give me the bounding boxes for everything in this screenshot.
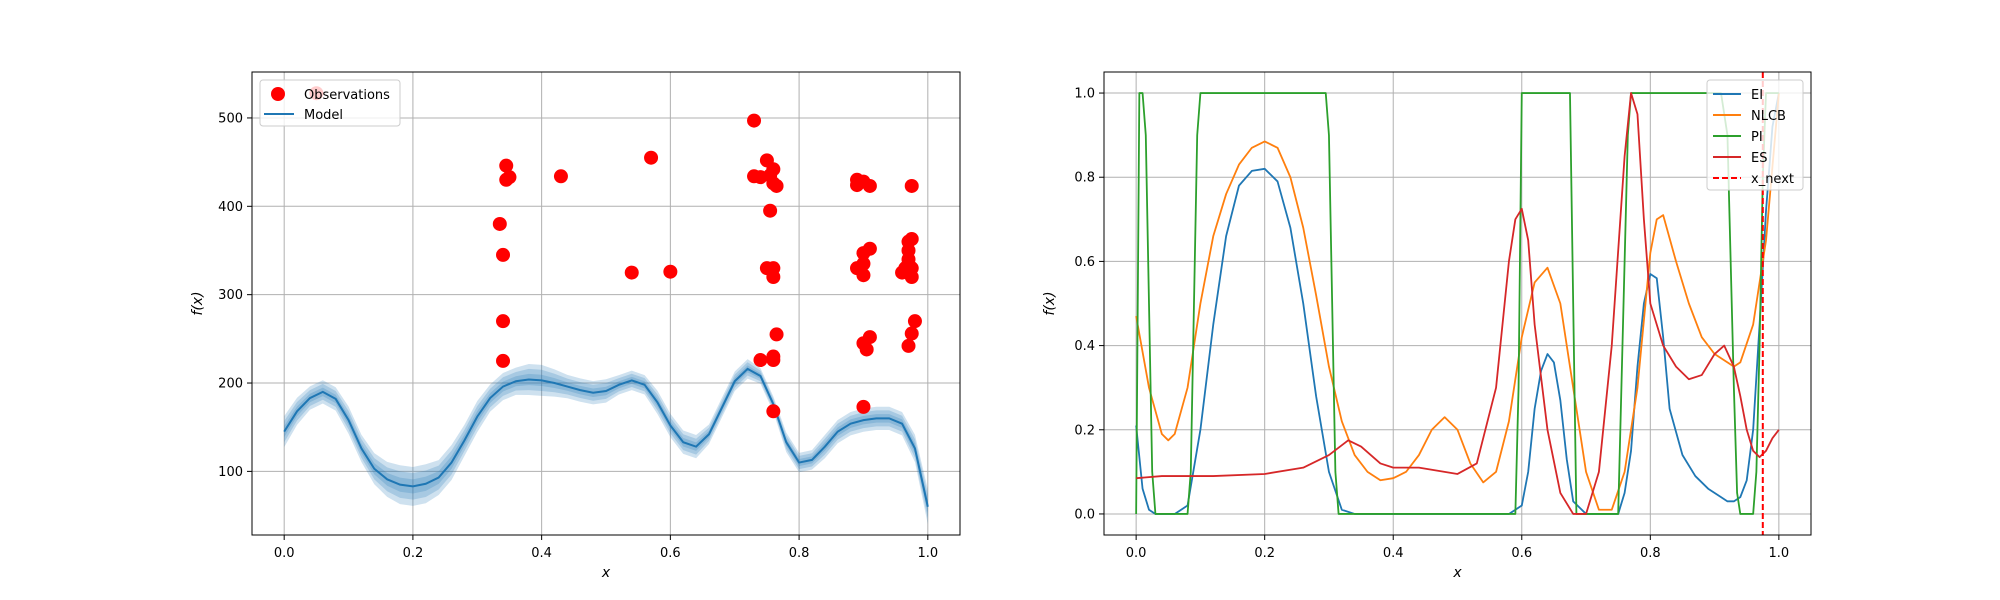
left-ytick-label: 500 xyxy=(218,111,243,126)
right-xtick-label: 0.8 xyxy=(1640,546,1661,561)
observation-point xyxy=(766,269,781,284)
right-xtick-label: 0.6 xyxy=(1511,546,1532,561)
left-chart: 0.0 0.2 0.4 0.6 0.8 1.0 100 200 300 400 500 x f(x)… xyxy=(190,71,961,581)
observation-point xyxy=(553,169,568,184)
right-ytick-label: 0.8 xyxy=(1074,171,1095,186)
observation-point xyxy=(766,404,781,419)
left-xtick-label: 0.0 xyxy=(274,546,295,561)
observation-point xyxy=(663,264,678,279)
legend-ei-label: EI xyxy=(1751,88,1763,103)
observation-point xyxy=(769,327,784,342)
left-xlabel: x xyxy=(601,565,611,581)
legend-pi-label: PI xyxy=(1751,130,1763,145)
legend-model-label: Model xyxy=(304,108,343,123)
observation-point xyxy=(763,203,778,218)
legend-observations-marker xyxy=(271,87,285,101)
right-ylabel: f(x) xyxy=(1042,291,1058,315)
legend-nlcb-label: NLCB xyxy=(1751,109,1786,124)
model-confidence-band-2 xyxy=(284,362,928,519)
observation-point xyxy=(862,330,877,345)
right-xtick-label: 0.0 xyxy=(1126,546,1147,561)
observation-point xyxy=(907,314,922,329)
left-plot-content xyxy=(283,86,929,525)
right-ytick-label: 0.4 xyxy=(1074,339,1095,354)
right-xlabel: x xyxy=(1452,565,1462,581)
left-ytick-label: 400 xyxy=(218,200,243,215)
right-xtick-label: 1.0 xyxy=(1769,546,1790,561)
right-axes-frame xyxy=(1103,71,1812,536)
left-xtick-label: 0.6 xyxy=(660,546,681,561)
observation-point xyxy=(502,170,517,185)
observation-point xyxy=(747,113,762,128)
right-legend-box xyxy=(1706,79,1804,191)
observation-point xyxy=(766,353,781,368)
observation-point xyxy=(496,314,511,329)
observation-point xyxy=(901,338,916,353)
right-axes: 0.0 0.2 0.4 0.6 0.8 1.0 0.0 0.2 0.4 0.6 0.8 1.0 xyxy=(1074,71,1812,561)
left-axes: 0.0 0.2 0.4 0.6 0.8 1.0 100 200 300 400 500 xyxy=(218,71,961,561)
right-ytick-label: 0.2 xyxy=(1074,423,1095,438)
observation-point xyxy=(904,178,919,193)
observation-point xyxy=(862,241,877,256)
observation-point xyxy=(753,353,768,368)
model-confidence-band-3 xyxy=(284,365,928,514)
model-line xyxy=(283,367,929,507)
observation-point xyxy=(766,162,781,177)
observation-point xyxy=(624,265,639,280)
right-ytick-label: 0.0 xyxy=(1074,507,1095,522)
acq-es-line xyxy=(1136,92,1780,515)
legend-xnext-label: x_next xyxy=(1751,172,1794,187)
observation-point xyxy=(856,399,871,414)
right-legend: EI NLCB PI ES x_next xyxy=(1706,79,1804,191)
observation-point xyxy=(904,269,919,284)
observation-point xyxy=(499,158,514,173)
right-chart: 0.0 0.2 0.4 0.6 0.8 1.0 0.0 0.2 0.4 0.6 0.8 1.0 x f… xyxy=(1042,71,1812,581)
right-xtick-label: 0.4 xyxy=(1383,546,1404,561)
left-xtick-label: 0.2 xyxy=(403,546,424,561)
left-xtick-label: 0.8 xyxy=(789,546,810,561)
acq-ei-line xyxy=(1135,92,1780,515)
left-ylabel: f(x) xyxy=(190,291,206,315)
legend-observations-label: Observations xyxy=(304,88,390,103)
right-ytick-label: 0.6 xyxy=(1074,255,1095,270)
left-grid xyxy=(252,72,960,535)
observation-point xyxy=(862,178,877,193)
observation-point xyxy=(496,353,511,368)
model-confidence-band-1 xyxy=(284,359,928,525)
left-xtick-label: 1.0 xyxy=(917,546,938,561)
acq-pi-line xyxy=(1135,92,1779,515)
left-legend: Observations Model xyxy=(259,79,401,127)
observation-point xyxy=(644,150,659,165)
left-legend-box xyxy=(259,79,401,127)
left-xtick-label: 0.4 xyxy=(531,546,552,561)
observation-point xyxy=(496,247,511,262)
legend-es-label: ES xyxy=(1751,151,1767,166)
observation-point xyxy=(492,216,507,231)
left-axes-frame xyxy=(251,71,961,536)
observation-point xyxy=(769,178,784,193)
observation-point xyxy=(859,342,874,357)
observation-point xyxy=(856,256,871,271)
left-ytick-label: 100 xyxy=(218,465,243,480)
observation-point xyxy=(904,231,919,246)
observation-point xyxy=(904,326,919,341)
right-xtick-label: 0.2 xyxy=(1254,546,1275,561)
acq-nlcb-line xyxy=(1135,92,1780,511)
left-ytick-label: 300 xyxy=(218,288,243,303)
observation-point xyxy=(856,268,871,283)
right-ytick-label: 1.0 xyxy=(1074,87,1095,102)
left-ytick-label: 200 xyxy=(218,377,243,392)
